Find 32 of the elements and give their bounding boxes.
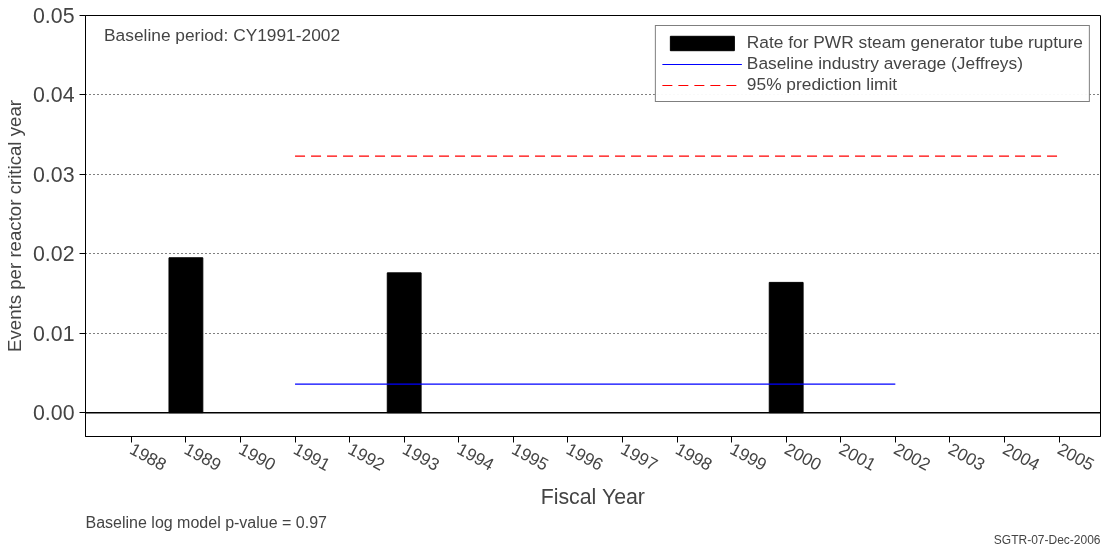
x-tick-label: 2005 — [1054, 438, 1098, 475]
x-axis-title: Fiscal Year — [540, 484, 645, 509]
text: Baseline log model p-value = 0.97 — [85, 513, 328, 531]
x-tick-label: 2004 — [999, 438, 1044, 475]
legend-label: Baseline industry average (Jeffreys) — [746, 53, 1023, 74]
y-tick-label: 0.05 — [32, 4, 75, 28]
y-tick-label: 0.03 — [32, 162, 75, 187]
x-tick-label: 2001 — [835, 438, 880, 475]
y-axis-title: Events per reactor critical year — [3, 100, 25, 352]
x-tick-label: 2002 — [890, 438, 934, 475]
x-tick-label: 1988 — [126, 438, 170, 475]
x-tick-label: 1995 — [508, 438, 552, 475]
y-tick-label: 0.04 — [32, 83, 75, 108]
x-tick-label: 2003 — [945, 438, 989, 475]
x-tick-label: 1993 — [399, 438, 443, 475]
x-tick-label: 1998 — [672, 438, 716, 475]
x-tick-label: 2000 — [781, 438, 825, 475]
x-tick-label: 1990 — [235, 438, 280, 475]
legend-label: 95% prediction limit — [746, 74, 898, 95]
y-tick-label: 0.01 — [32, 321, 75, 346]
x-tick-label: 1996 — [563, 438, 607, 475]
x-tick-label: 1989 — [181, 438, 225, 475]
y-tick-label: 0.02 — [32, 242, 75, 267]
x-tick-label: 1997 — [617, 438, 662, 475]
x-tick-label: 1994 — [453, 438, 498, 475]
annotation: Baseline period: CY1991-2002 — [104, 25, 341, 46]
legend-label: Rate for PWR steam generator tube rupture — [746, 32, 1083, 53]
text: SGTR-07-Dec-2006 — [993, 532, 1101, 546]
x-tick-label: 1992 — [344, 438, 389, 475]
x-tick-label: 1991 — [290, 438, 334, 475]
x-tick-label: 1999 — [726, 438, 771, 475]
y-tick-label: 0.00 — [32, 401, 75, 426]
